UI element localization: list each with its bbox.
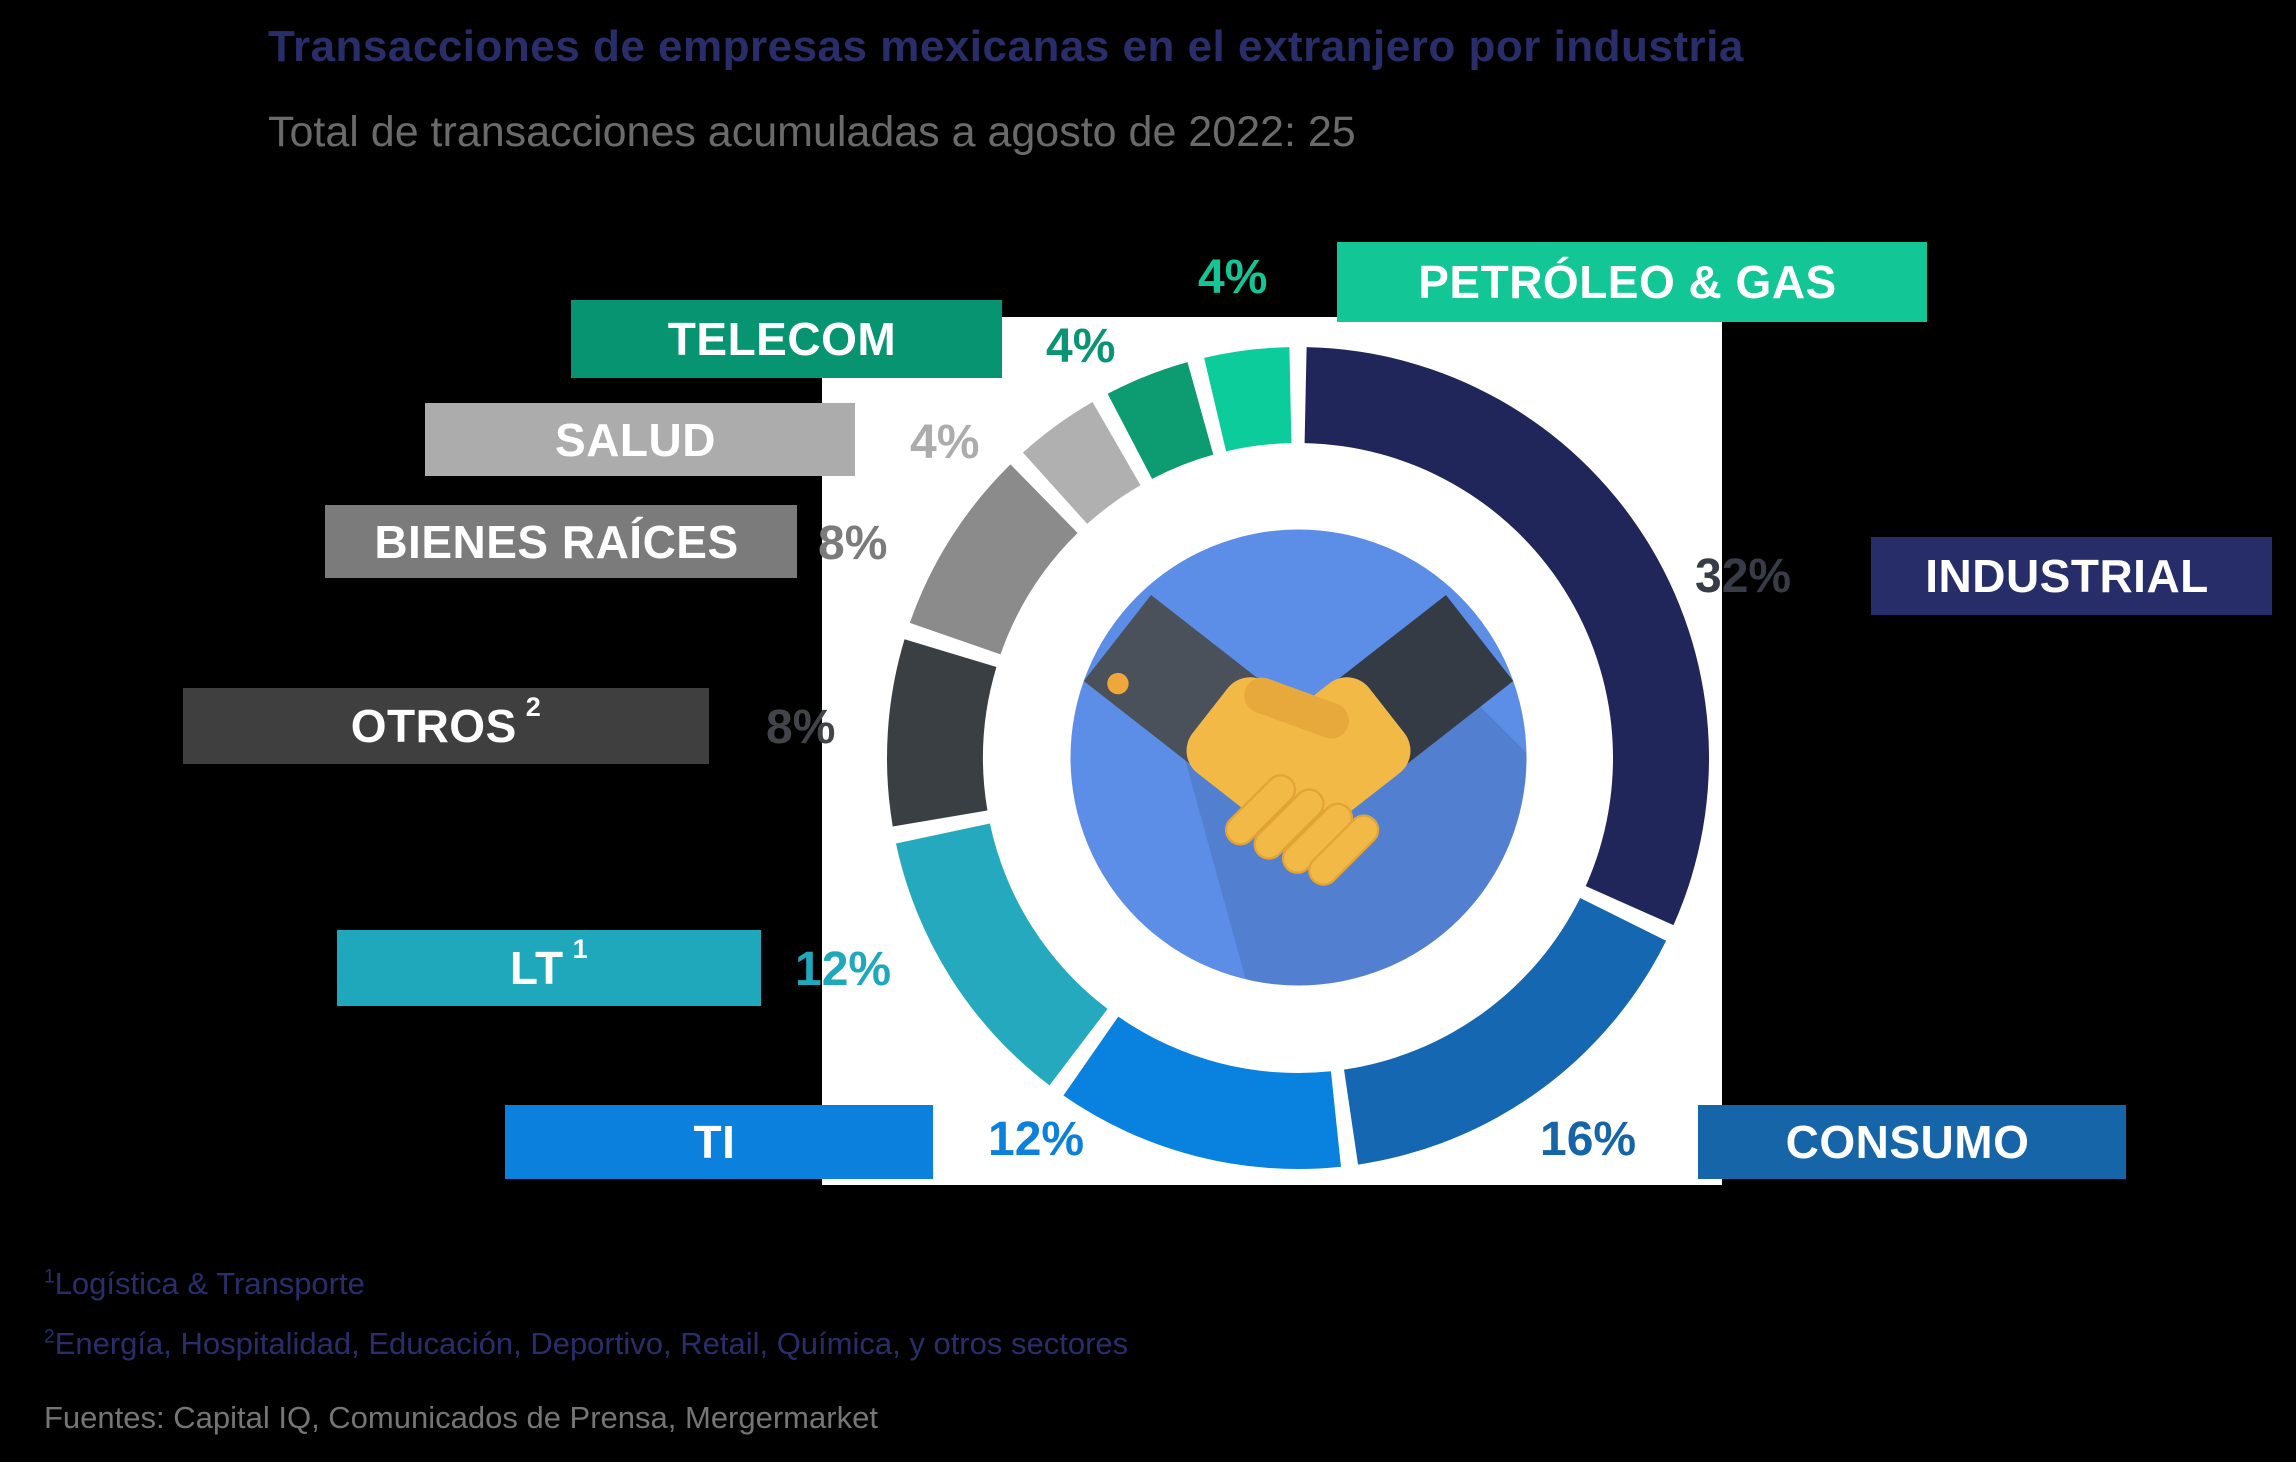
donut-slice-consumo (1344, 898, 1667, 1165)
label-box-telecom: TELECOM (571, 300, 1002, 378)
label-lt-sup: 1 (572, 934, 589, 964)
footnote-2: 2Energía, Hospitalidad, Educación, Depor… (44, 1326, 1128, 1362)
donut-slice-salud (1022, 402, 1141, 524)
donut-slice-bienes-ra-ces (909, 464, 1078, 655)
donut-chart (887, 347, 1710, 1170)
label-box-industrial: INDUSTRIAL (1871, 537, 2272, 615)
footnote-1: 1Logística & Transporte (44, 1266, 365, 1302)
footnote-2-marker: 2 (44, 1326, 55, 1348)
pct-lt: 12% (795, 943, 892, 996)
pct-industrial: 32% (1695, 550, 1792, 603)
label-industrial: INDUSTRIAL (1925, 550, 2209, 602)
handshake-icon (1070, 529, 1527, 986)
label-box-ti: TI (505, 1105, 933, 1179)
donut-slice-ti (1063, 1016, 1341, 1170)
pct-otros: 8% (766, 701, 836, 754)
label-box-petroleo-gas: PETRÓLEO & GAS (1337, 242, 1927, 322)
label-otros-sup: 2 (525, 692, 542, 722)
label-lt: LT (509, 942, 564, 994)
label-salud: SALUD (555, 413, 716, 466)
donut-slice-petr-leo-gas (1204, 347, 1292, 452)
donut-slice-otros (887, 639, 997, 827)
label-otros: OTROS (350, 700, 517, 752)
pct-bienes-raices: 8% (818, 517, 888, 570)
pct-ti: 12% (988, 1113, 1085, 1166)
label-consumo: CONSUMO (1785, 1116, 2030, 1168)
label-box-bienes-raices: BIENES RAÍCES (325, 505, 797, 578)
label-ti: TI (693, 1116, 736, 1168)
donut-slice-industrial (1304, 347, 1710, 926)
pct-salud: 4% (910, 416, 980, 469)
label-box-otros: OTROS 2 (183, 688, 709, 764)
pct-petroleo-gas: 4% (1198, 251, 1268, 304)
label-box-lt: LT 1 (337, 930, 761, 1006)
label-petroleo-gas: PETRÓLEO & GAS (1418, 256, 1837, 308)
label-box-salud: SALUD (425, 403, 855, 476)
label-telecom: TELECOM (667, 313, 897, 365)
pct-telecom: 4% (1046, 320, 1116, 373)
label-box-consumo: CONSUMO (1698, 1105, 2126, 1179)
footnote-1-marker: 1 (44, 1266, 55, 1288)
page-title: Transacciones de empresas mexicanas en e… (268, 22, 1744, 71)
footnote-2-text: Energía, Hospitalidad, Educación, Deport… (54, 1326, 1129, 1361)
donut-slice-lt (895, 823, 1108, 1086)
donut-slice-telecom (1107, 362, 1214, 479)
pct-consumo: 16% (1540, 1113, 1637, 1166)
label-bienes-raices: BIENES RAÍCES (374, 515, 739, 568)
sources-line: Fuentes: Capital IQ, Comunicados de Pren… (44, 1400, 878, 1435)
footnote-1-text: Logística & Transporte (54, 1266, 365, 1301)
chart-subtitle: Total de transacciones acumuladas a agos… (268, 108, 1356, 156)
